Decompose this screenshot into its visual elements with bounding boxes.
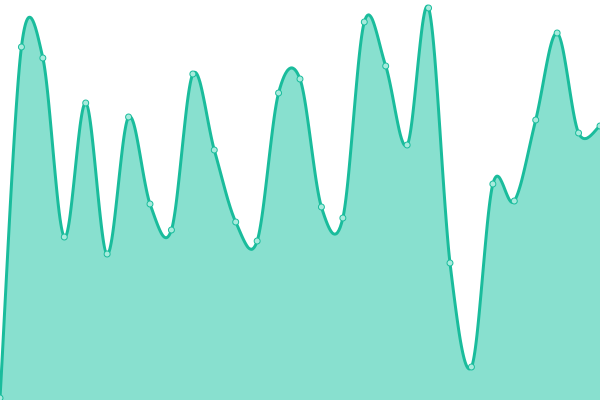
data-point-7 [146, 200, 154, 208]
data-point-5 [103, 250, 111, 258]
data-point-24 [510, 197, 518, 205]
data-point-10 [210, 146, 218, 154]
data-point-13 [275, 89, 283, 97]
data-point-22 [467, 363, 475, 371]
data-point-20 [425, 4, 433, 12]
area-fill [0, 6, 600, 400]
data-point-12 [253, 237, 261, 245]
data-point-15 [317, 203, 325, 211]
data-point-4 [82, 99, 90, 107]
data-point-25 [532, 116, 540, 124]
data-point-21 [446, 259, 454, 267]
data-point-14 [296, 75, 304, 83]
data-point-16 [339, 214, 347, 222]
data-point-17 [360, 18, 368, 26]
data-point-8 [167, 226, 175, 234]
data-point-28 [596, 122, 600, 130]
data-points [0, 4, 600, 400]
data-point-0 [0, 394, 4, 400]
data-point-26 [553, 29, 561, 37]
data-point-23 [489, 180, 497, 188]
data-point-6 [125, 113, 133, 121]
data-point-27 [575, 129, 583, 137]
data-point-9 [189, 70, 197, 78]
data-point-18 [382, 62, 390, 70]
data-point-1 [17, 43, 25, 51]
data-point-19 [403, 141, 411, 149]
data-point-2 [39, 54, 47, 62]
data-point-11 [232, 218, 240, 226]
data-point-3 [60, 233, 68, 241]
